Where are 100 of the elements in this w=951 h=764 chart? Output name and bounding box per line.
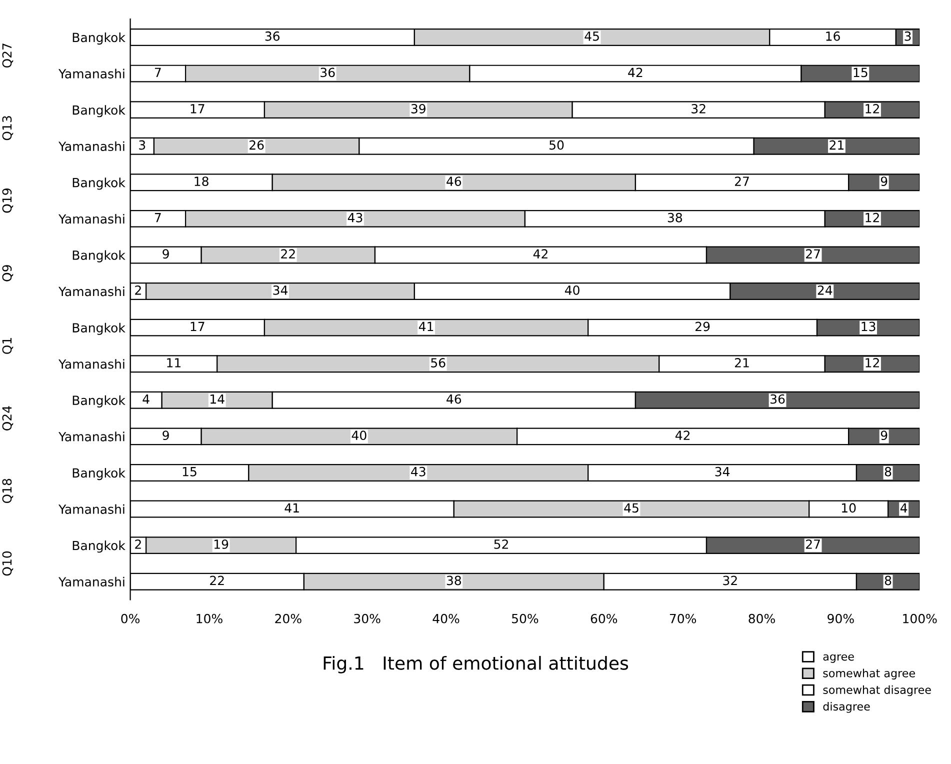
data-label: 8 [884, 466, 892, 476]
data-label: 43 [411, 466, 426, 476]
data-label: 27 [734, 176, 749, 186]
data-label: 39 [411, 104, 426, 114]
legend-label: somewhat disagree [823, 685, 931, 696]
text: Q10 [2, 551, 14, 576]
y-tick-label: Yamanashi [58, 504, 124, 514]
text: Fig.1 Item of emotional attitudes [324, 656, 628, 674]
data-label: 46 [446, 176, 462, 186]
data-label: 22 [210, 576, 224, 586]
data-label: 26 [250, 140, 264, 150]
data-label: 3 [904, 31, 911, 41]
data-label: 10 [842, 503, 856, 513]
data-label: 43 [348, 212, 362, 222]
x-tick-label: 0% [121, 614, 140, 624]
data-label: 24 [818, 285, 832, 295]
data-label: 21 [830, 140, 844, 150]
data-label: 3 [139, 140, 146, 150]
data-label: 15 [182, 467, 196, 476]
y-tick-label: Bangkok [72, 468, 126, 480]
data-label: 17 [190, 104, 204, 114]
data-label: 52 [494, 539, 508, 549]
y-tick-label: Bangkok [72, 395, 126, 408]
data-label: 8 [884, 576, 892, 586]
y-tick-label: Yamanashi [58, 432, 124, 442]
y-tick-label: Yamanashi [58, 576, 124, 587]
data-label: 42 [533, 249, 548, 258]
data-label: 38 [446, 576, 462, 586]
data-label: 42 [628, 68, 642, 77]
text: Q27 [2, 44, 14, 68]
y-tick-label: Yamanashi [58, 359, 124, 369]
data-label: 18 [194, 176, 208, 186]
y-tick-label: Yamanashi [58, 141, 124, 152]
data-label: 46 [446, 394, 462, 404]
text: Q19 [2, 188, 14, 213]
data-label: 4 [900, 503, 908, 512]
data-label: 50 [550, 140, 564, 150]
y-tick-label: Bangkok [72, 178, 126, 190]
legend-label: agree [823, 654, 854, 663]
legend-label: somewhat agree [823, 668, 915, 680]
y-tick-label: Yamanashi [58, 214, 124, 224]
data-label: 9 [880, 176, 888, 186]
x-tick-label: 90% [828, 614, 854, 624]
x-tick-label: 20% [275, 614, 302, 624]
data-label: 42 [675, 430, 690, 440]
data-label: 36 [320, 68, 335, 78]
data-label: 17 [190, 322, 204, 332]
text: Q24 [2, 406, 14, 430]
x-tick-label: 50% [512, 614, 538, 624]
data-label: 41 [418, 322, 434, 332]
data-label: 27 [806, 539, 820, 549]
data-label: 12 [866, 212, 879, 222]
text: Q13 [2, 116, 14, 140]
x-tick-label: 70% [670, 614, 696, 624]
data-label: 11 [167, 358, 180, 368]
x-tick-label: 30% [354, 614, 380, 624]
data-label: 40 [352, 430, 366, 440]
x-tick-label: 10% [196, 614, 222, 624]
data-label: 14 [210, 394, 224, 404]
y-tick-label: Yamanashi [58, 68, 124, 78]
data-label: 2 [135, 539, 141, 549]
data-label: 40 [564, 285, 580, 295]
data-label: 36 [770, 394, 785, 404]
legend-label: disagree [823, 702, 870, 713]
data-label: 7 [154, 213, 161, 222]
data-label: 45 [584, 32, 599, 41]
data-label: 32 [723, 576, 737, 586]
data-label: 12 [866, 104, 879, 114]
y-tick-label: Bangkok [72, 105, 126, 118]
y-tick-label: Bangkok [72, 250, 126, 262]
data-label: 27 [806, 249, 820, 258]
y-tick-label: Bangkok [72, 32, 126, 45]
y-tick-label: Bangkok [72, 540, 126, 553]
data-label: 21 [734, 358, 749, 368]
y-tick-label: Yamanashi [58, 286, 124, 296]
x-tick-label: 40% [432, 614, 460, 624]
data-label: 22 [281, 249, 295, 258]
data-label: 36 [265, 31, 280, 41]
data-label: 29 [696, 322, 710, 332]
data-label: 56 [431, 358, 446, 368]
data-label: 45 [624, 503, 638, 513]
data-label: 38 [668, 212, 682, 222]
data-label: 9 [162, 249, 169, 259]
data-label: 32 [692, 104, 706, 114]
data-label: 34 [273, 285, 288, 295]
data-label: 7 [154, 68, 161, 77]
y-tick-label: Bangkok [72, 322, 126, 335]
text: Q18 [2, 478, 14, 504]
data-label: 2 [135, 285, 141, 295]
data-label: 9 [880, 430, 888, 440]
data-label: 4 [142, 394, 150, 404]
data-label: 12 [866, 358, 879, 368]
data-label: 13 [862, 322, 876, 332]
data-label: 19 [214, 539, 228, 549]
x-tick-label: 100% [903, 614, 937, 624]
x-tick-label: 60% [590, 614, 618, 624]
text: Q9 [2, 265, 14, 282]
data-label: 41 [284, 503, 299, 512]
x-tick-label: 80% [748, 614, 775, 624]
data-label: 16 [826, 31, 840, 41]
